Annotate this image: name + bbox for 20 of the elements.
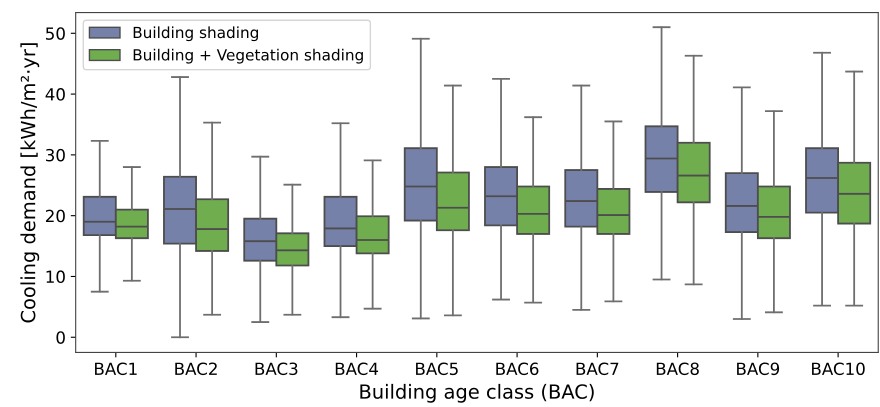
y-tick-label: 0 bbox=[56, 331, 65, 344]
y-tick-label: 50 bbox=[46, 27, 65, 40]
y-tick-label: 10 bbox=[46, 270, 65, 284]
legend-label: Building + Vegetation shading bbox=[134, 48, 363, 64]
x-tick-label: BAC6 bbox=[496, 362, 538, 376]
x-tick-label: BAC4 bbox=[336, 362, 378, 376]
x-tick-label: BAC10 bbox=[812, 362, 865, 376]
x-tick-label: BAC8 bbox=[656, 362, 699, 376]
x-tick-label: BAC3 bbox=[256, 362, 298, 376]
x-tick-label: BAC9 bbox=[737, 362, 780, 376]
y-tick-label: 40 bbox=[46, 88, 65, 101]
y-tick-label: 30 bbox=[46, 148, 65, 162]
x-tick-label: BAC7 bbox=[576, 362, 618, 376]
y-axis-title: Cooling demand [kWh/m²·yr] bbox=[20, 43, 40, 322]
y-tick-label: 20 bbox=[46, 210, 65, 222]
legend-label: Building shading bbox=[134, 26, 258, 42]
x-tick-label: BAC5 bbox=[416, 362, 458, 376]
x-tick-label: BAC1 bbox=[95, 362, 137, 376]
x-axis-title: Building age class (BAC) bbox=[360, 384, 594, 403]
x-tick-label: BAC2 bbox=[175, 362, 217, 376]
